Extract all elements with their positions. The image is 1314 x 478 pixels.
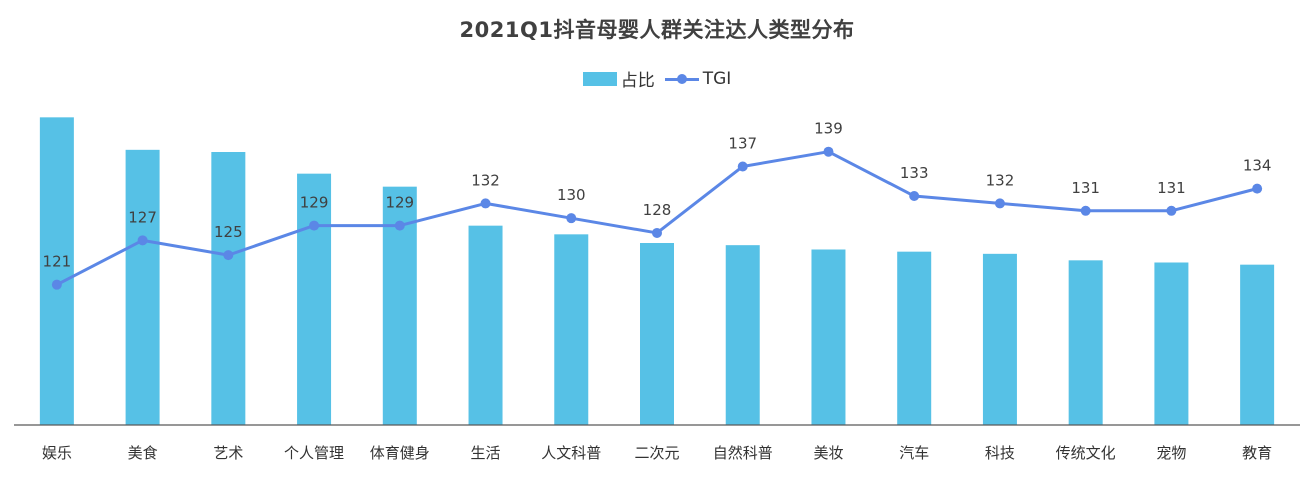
tgi-data-label: 132 xyxy=(471,171,500,189)
tgi-point xyxy=(652,227,662,238)
bar-传统文化 xyxy=(1068,260,1103,425)
tgi-data-label: 129 xyxy=(385,194,414,212)
tgi-data-label: 125 xyxy=(214,223,243,241)
x-tick-label: 科技 xyxy=(985,444,1015,462)
x-tick-label: 个人管理 xyxy=(284,444,344,462)
tgi-data-label: 121 xyxy=(43,253,72,271)
bar-教育 xyxy=(1240,264,1275,425)
legend-swatch-line xyxy=(664,72,699,86)
bar-美妆 xyxy=(811,249,846,425)
legend-label-line: TGI xyxy=(702,68,732,89)
tgi-point xyxy=(309,220,320,231)
legend-item-line: TGI xyxy=(664,68,732,89)
x-tick-label: 美妆 xyxy=(813,444,843,462)
tgi-data-label: 132 xyxy=(986,171,1015,189)
x-tick-label: 娱乐 xyxy=(42,444,72,462)
tgi-point xyxy=(737,161,748,172)
tgi-point xyxy=(823,146,834,157)
bar-科技 xyxy=(982,253,1017,425)
chart-legend: 占比 TGI xyxy=(0,66,1314,91)
tgi-data-label: 129 xyxy=(300,194,329,212)
tgi-data-label: 134 xyxy=(1243,157,1272,175)
tgi-point xyxy=(1166,205,1177,216)
bar-个人管理 xyxy=(297,173,332,425)
x-tick-label: 体育健身 xyxy=(370,444,430,462)
tgi-data-label: 127 xyxy=(128,208,157,226)
tgi-point xyxy=(394,220,405,231)
legend-label-bar: 占比 xyxy=(620,71,655,91)
x-tick-label: 美食 xyxy=(128,444,158,462)
tgi-point xyxy=(1080,205,1091,216)
bar-生活 xyxy=(468,225,503,425)
bar-二次元 xyxy=(640,243,674,425)
tgi-point xyxy=(909,191,920,202)
x-tick-label: 二次元 xyxy=(634,444,679,462)
bar-艺术 xyxy=(211,152,246,425)
tgi-data-label: 139 xyxy=(814,120,843,138)
x-tick-label: 汽车 xyxy=(899,444,929,462)
tgi-data-label: 131 xyxy=(1157,179,1186,197)
bar-宠物 xyxy=(1154,262,1189,425)
x-tick-label: 自然科普 xyxy=(713,444,773,462)
legend-swatch-bar xyxy=(582,71,617,86)
bar-娱乐 xyxy=(39,117,74,425)
bar-人文科普 xyxy=(554,234,589,425)
tgi-data-label: 133 xyxy=(900,164,929,182)
bar-美食 xyxy=(125,149,160,426)
bar-汽车 xyxy=(897,251,932,425)
x-tick-label: 生活 xyxy=(471,444,501,462)
tgi-data-label: 137 xyxy=(728,134,757,152)
tgi-point xyxy=(1252,183,1263,194)
tgi-point xyxy=(994,198,1005,209)
bar-自然科普 xyxy=(725,245,760,425)
tgi-point xyxy=(566,213,577,224)
tgi-data-label: 131 xyxy=(1071,179,1100,197)
tgi-point xyxy=(137,235,148,246)
x-tick-label: 传统文化 xyxy=(1056,444,1116,462)
tgi-data-label: 128 xyxy=(643,201,672,219)
x-tick-label: 宠物 xyxy=(1156,444,1186,462)
tgi-data-label: 130 xyxy=(557,186,586,204)
tgi-point xyxy=(51,279,62,290)
tgi-point xyxy=(480,198,491,209)
tgi-point xyxy=(223,250,234,261)
x-tick-label: 艺术 xyxy=(213,444,243,462)
chart-title: 2021Q1抖音母婴人群关注达人类型分布 xyxy=(459,18,855,42)
legend-item-bar: 占比 xyxy=(582,66,655,91)
x-tick-label: 教育 xyxy=(1242,444,1272,462)
x-tick-label: 人文科普 xyxy=(541,444,601,462)
